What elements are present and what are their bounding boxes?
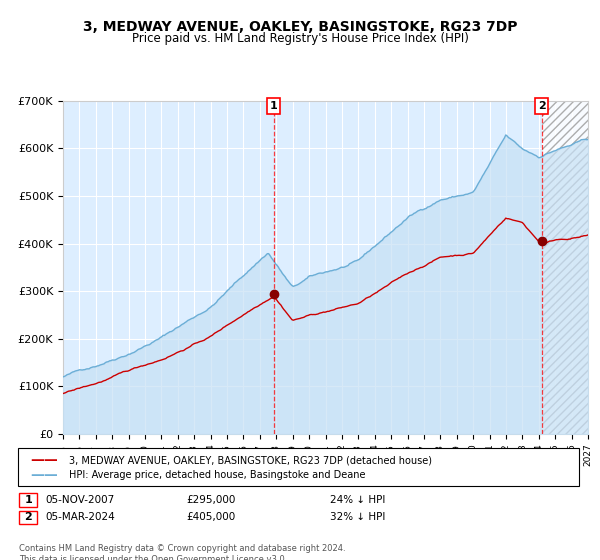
Text: Contains HM Land Registry data © Crown copyright and database right 2024.
This d: Contains HM Land Registry data © Crown c… [19, 544, 346, 560]
Text: 2: 2 [25, 512, 32, 522]
Text: £405,000: £405,000 [186, 512, 235, 522]
Text: 05-MAR-2024: 05-MAR-2024 [45, 512, 115, 522]
Text: ——: —— [30, 454, 58, 467]
Bar [542, 101, 588, 434]
Text: HPI: Average price, detached house, Basingstoke and Deane: HPI: Average price, detached house, Basi… [69, 470, 365, 480]
Text: 32% ↓ HPI: 32% ↓ HPI [330, 512, 385, 522]
Text: 05-NOV-2007: 05-NOV-2007 [45, 495, 114, 505]
Text: ——: —— [30, 468, 58, 482]
Text: £295,000: £295,000 [186, 495, 235, 505]
Text: 1: 1 [270, 101, 278, 111]
Text: 24% ↓ HPI: 24% ↓ HPI [330, 495, 385, 505]
Text: Price paid vs. HM Land Registry's House Price Index (HPI): Price paid vs. HM Land Registry's House … [131, 32, 469, 45]
Text: 3, MEDWAY AVENUE, OAKLEY, BASINGSTOKE, RG23 7DP: 3, MEDWAY AVENUE, OAKLEY, BASINGSTOKE, R… [83, 20, 517, 34]
Text: 2: 2 [538, 101, 545, 111]
Text: 1: 1 [25, 495, 32, 505]
Text: 3, MEDWAY AVENUE, OAKLEY, BASINGSTOKE, RG23 7DP (detached house): 3, MEDWAY AVENUE, OAKLEY, BASINGSTOKE, R… [69, 455, 432, 465]
